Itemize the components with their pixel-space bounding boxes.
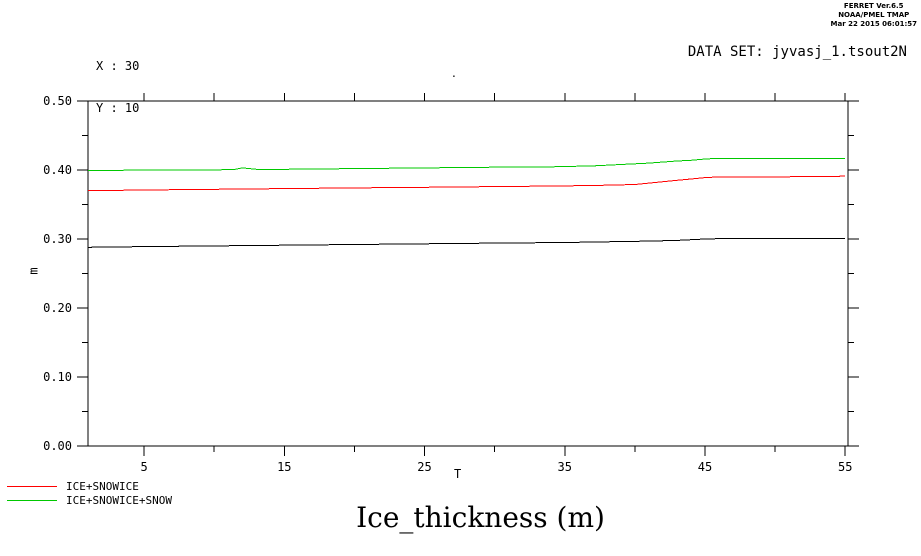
legend-line-swatch-green bbox=[7, 499, 57, 501]
series-line-ICE+SNOWICE bbox=[87, 175, 846, 192]
dataset-label: DATA SET: jyvasj_1.tsout2N bbox=[687, 44, 907, 60]
x-tick-label: 55 bbox=[838, 460, 852, 474]
legend-row-ice-snowice-snow: ICE+SNOWICE+SNOW bbox=[7, 493, 172, 507]
ferret-org-line: NOAA/PMEL TMAP bbox=[838, 11, 910, 19]
x-tick-label: 35 bbox=[558, 460, 572, 474]
y-coordinate-readout: Y : 10 bbox=[96, 101, 140, 115]
y-tick-label: 0.00 bbox=[43, 439, 72, 453]
legend-row-ice-snowice: ICE+SNOWICE bbox=[7, 479, 172, 493]
legend-label: ICE+SNOWICE bbox=[66, 479, 139, 493]
x-tick-label: 5 bbox=[140, 460, 147, 474]
y-tick-label: 0.40 bbox=[43, 163, 72, 177]
ferret-version-banner: FERRET Ver.6.5 NOAA/PMEL TMAP Mar 22 201… bbox=[831, 2, 918, 29]
y-tick-label: 0.30 bbox=[43, 232, 72, 246]
y-tick-label: 0.50 bbox=[43, 94, 72, 108]
coordinate-readout: X : 30 Y : 10 bbox=[96, 31, 139, 129]
y-tick-label: 0.10 bbox=[43, 370, 72, 384]
y-tick-label: 0.20 bbox=[43, 301, 72, 315]
ferret-version-line: FERRET Ver.6.5 bbox=[843, 2, 904, 10]
series-line-ICE+SNOWICE+SNOW bbox=[87, 157, 846, 172]
ferret-timestamp-line: Mar 22 2015 06:01:57 bbox=[830, 20, 918, 28]
x-coordinate-readout: X : 30 bbox=[96, 59, 140, 73]
legend-line-swatch-red bbox=[7, 485, 57, 487]
y-axis-label: m bbox=[26, 267, 41, 275]
stray-dot-mark: . bbox=[452, 66, 456, 80]
x-tick-label: 45 bbox=[698, 460, 712, 474]
series-line-unlabeled-0 bbox=[87, 237, 846, 248]
x-axis-label: T bbox=[454, 467, 462, 481]
chart-legend: ICE+SNOWICE ICE+SNOWICE+SNOW bbox=[7, 479, 172, 507]
x-tick-label: 25 bbox=[417, 460, 431, 474]
chart-title: Ice_thickness (m) bbox=[356, 501, 605, 534]
plot-box bbox=[87, 100, 849, 447]
x-tick-label: 15 bbox=[277, 460, 291, 474]
legend-label: ICE+SNOWICE+SNOW bbox=[66, 493, 172, 507]
